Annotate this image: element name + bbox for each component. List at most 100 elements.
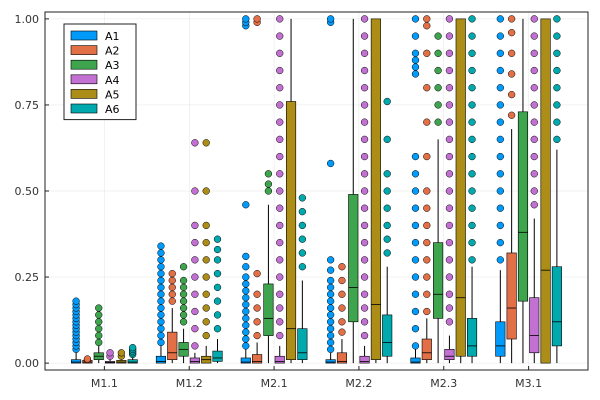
outlier-point bbox=[530, 135, 538, 144]
outlier-point bbox=[434, 66, 442, 75]
outlier-point bbox=[253, 269, 261, 278]
outlier-point bbox=[338, 263, 346, 271]
outlier-point bbox=[242, 328, 250, 336]
legend-label-A4: A4 bbox=[105, 74, 120, 87]
outlier-point bbox=[434, 49, 442, 57]
outlier-point bbox=[202, 318, 210, 326]
outlier-point bbox=[411, 307, 420, 316]
outlier-point bbox=[496, 49, 504, 57]
outlier-point bbox=[242, 321, 250, 329]
box-body bbox=[348, 194, 359, 323]
box-A2-M2.2 bbox=[336, 263, 348, 364]
outlier-point bbox=[276, 204, 284, 212]
outlier-point bbox=[423, 49, 431, 57]
box-body bbox=[212, 350, 223, 362]
outlier-point bbox=[411, 238, 420, 247]
outlier-point bbox=[326, 256, 335, 264]
outlier-point bbox=[326, 290, 335, 298]
outlier-point bbox=[496, 118, 504, 126]
outlier-point bbox=[423, 152, 431, 161]
outlier-point bbox=[530, 101, 538, 109]
outlier-point bbox=[360, 49, 369, 57]
box-body bbox=[155, 355, 167, 364]
outlier-point bbox=[530, 170, 538, 178]
outlier-point bbox=[423, 307, 431, 316]
outlier-point bbox=[276, 304, 284, 312]
outlier-point bbox=[530, 152, 538, 161]
outlier-point bbox=[468, 170, 476, 178]
outlier-point bbox=[202, 256, 210, 264]
outlier-point bbox=[360, 84, 369, 92]
outlier-point bbox=[423, 238, 431, 247]
outlier-point bbox=[253, 290, 261, 298]
outlier-point bbox=[298, 235, 307, 243]
outlier-point bbox=[445, 304, 454, 312]
outlier-point bbox=[360, 331, 369, 340]
outlier-point bbox=[383, 235, 391, 243]
outlier-point bbox=[553, 135, 561, 144]
outlier-point bbox=[338, 328, 346, 336]
outlier-point bbox=[360, 135, 369, 144]
box-A1-M2.1 bbox=[240, 15, 251, 364]
box-body bbox=[466, 318, 478, 357]
outlier-point bbox=[326, 15, 335, 23]
outlier-point bbox=[326, 338, 335, 347]
box-body bbox=[359, 355, 370, 364]
outlier-point bbox=[264, 170, 273, 178]
outlier-point bbox=[468, 49, 476, 57]
outlier-point bbox=[242, 15, 250, 23]
outlier-point bbox=[383, 187, 391, 195]
outlier-point bbox=[411, 49, 420, 57]
outlier-point bbox=[264, 180, 273, 188]
y-tick-label: 0.00 bbox=[15, 357, 40, 370]
box-A6-M2.3 bbox=[466, 15, 478, 364]
outlier-point bbox=[202, 187, 210, 195]
outlier-point bbox=[445, 290, 454, 298]
box-body bbox=[495, 321, 506, 357]
outlier-point bbox=[445, 273, 454, 281]
outlier-point bbox=[298, 194, 307, 202]
outlier-point bbox=[95, 325, 103, 333]
outlier-point bbox=[191, 307, 199, 316]
outlier-point bbox=[276, 135, 284, 144]
outlier-point bbox=[253, 318, 261, 326]
outlier-point bbox=[360, 15, 369, 23]
outlier-point bbox=[468, 15, 476, 23]
box-body bbox=[506, 252, 517, 340]
outlier-point bbox=[360, 170, 369, 178]
x-tick-label: M1.1 bbox=[91, 377, 118, 390]
outlier-point bbox=[253, 331, 261, 340]
outlier-point bbox=[276, 331, 284, 340]
legend-label-A1: A1 bbox=[105, 30, 120, 43]
box-body bbox=[540, 18, 551, 364]
outlier-point bbox=[168, 269, 176, 278]
outlier-point bbox=[298, 221, 307, 230]
box-body bbox=[285, 101, 297, 360]
outlier-point bbox=[213, 325, 222, 333]
outlier-point bbox=[202, 290, 210, 298]
outlier-point bbox=[191, 256, 199, 264]
outlier-point bbox=[168, 276, 176, 285]
outlier-point bbox=[242, 263, 250, 271]
outlier-point bbox=[326, 345, 335, 353]
outlier-point bbox=[72, 297, 80, 305]
box-body bbox=[167, 331, 178, 360]
outlier-point bbox=[468, 32, 476, 40]
box-A5-M1.1 bbox=[116, 349, 127, 364]
outlier-point bbox=[553, 15, 561, 23]
legend-swatch-A4 bbox=[70, 74, 98, 85]
box-A6-M1.1 bbox=[127, 343, 138, 364]
outlier-point bbox=[276, 273, 284, 281]
outlier-point bbox=[157, 256, 165, 264]
box-A4-M2.3 bbox=[444, 15, 455, 364]
outlier-point bbox=[338, 304, 346, 312]
outlier-point bbox=[360, 318, 369, 326]
outlier-point bbox=[157, 290, 165, 298]
outlier-point bbox=[191, 342, 199, 350]
outlier-point bbox=[496, 187, 504, 195]
outlier-point bbox=[445, 170, 454, 178]
outlier-point bbox=[434, 101, 442, 109]
outlier-point bbox=[298, 249, 307, 257]
box-body bbox=[382, 314, 393, 357]
